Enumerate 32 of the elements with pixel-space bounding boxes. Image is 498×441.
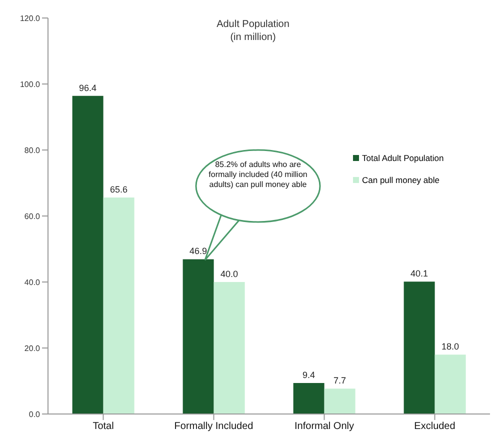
data-label: 7.7 — [334, 376, 346, 386]
y-tick-label: 40.0 — [24, 278, 41, 287]
data-label: 40.0 — [220, 269, 238, 279]
chart-title: Adult Population — [216, 19, 290, 30]
x-tick-label: Informal Only — [294, 421, 354, 432]
y-tick-label: 0.0 — [28, 410, 41, 419]
data-label: 96.4 — [79, 82, 97, 93]
bar — [324, 388, 356, 414]
data-label: 9.4 — [302, 370, 316, 380]
bar — [103, 198, 134, 414]
y-tick-label: 80.0 — [24, 146, 41, 155]
bar — [293, 382, 324, 414]
data-label: 46.9 — [190, 246, 208, 256]
text: (in million) — [229, 31, 277, 44]
bar — [72, 96, 104, 414]
bar — [214, 282, 245, 414]
data-label: 18.0 — [442, 342, 460, 352]
y-tick-label: 120.0 — [20, 14, 41, 23]
x-tick-label: Formally Included — [174, 421, 254, 432]
legend-label: Total Adult Population — [362, 153, 444, 163]
data-label: 65.6 — [110, 184, 128, 195]
legend-label: Can pull money able — [362, 175, 440, 185]
annotation: 85.2% of adults who are formally included (40 million adults) can pull money able — [208, 160, 308, 190]
data-label: 40.1 — [410, 268, 428, 279]
y-tick-label: 60.0 — [24, 212, 41, 221]
y-tick-label: 100.0 — [20, 80, 41, 89]
bar — [182, 259, 214, 414]
bar — [434, 354, 466, 414]
x-tick-label: Total — [92, 421, 114, 432]
x-tick-label: Excluded — [414, 421, 456, 432]
y-tick-label: 20.0 — [24, 344, 41, 353]
bar — [404, 282, 435, 414]
